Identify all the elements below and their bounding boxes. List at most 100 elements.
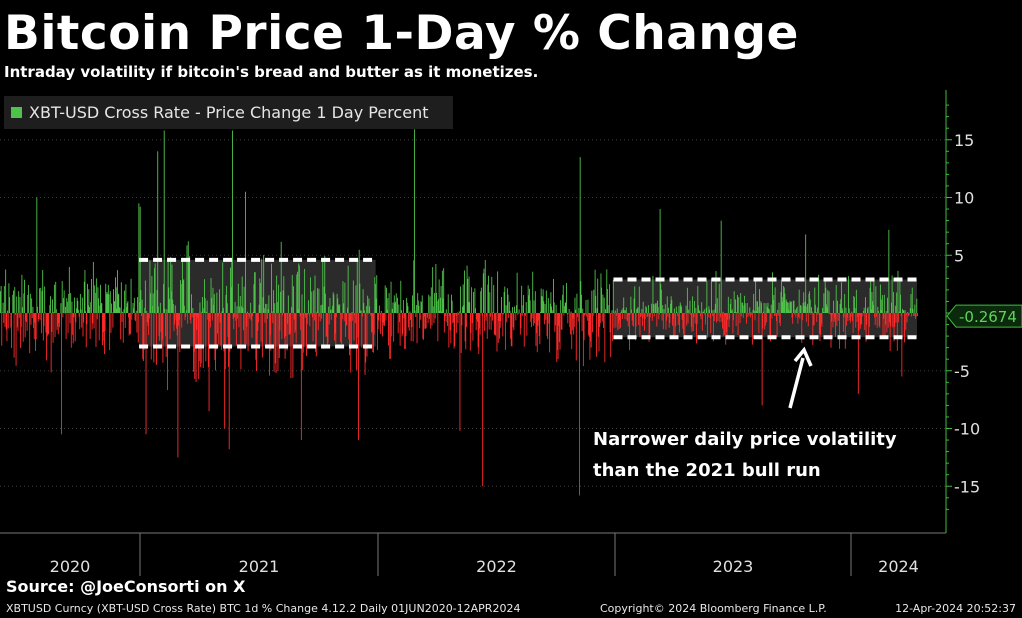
- bar: [308, 313, 310, 315]
- bar: [137, 297, 139, 313]
- bar: [906, 313, 908, 323]
- bar: [441, 270, 443, 313]
- bar: [252, 313, 254, 317]
- bar: [599, 313, 601, 324]
- bar: [35, 313, 37, 340]
- bar: [232, 130, 233, 313]
- bar: [162, 313, 164, 363]
- bar: [332, 292, 334, 313]
- bar: [882, 313, 884, 336]
- bar: [700, 313, 702, 320]
- bar: [113, 289, 114, 313]
- bar: [655, 303, 656, 313]
- bar: [391, 313, 393, 337]
- bar: [271, 311, 273, 313]
- bar: [249, 313, 251, 320]
- bar: [335, 313, 337, 344]
- bar: [516, 305, 517, 313]
- bar: [735, 313, 737, 327]
- bar: [378, 305, 380, 313]
- bar: [584, 313, 586, 315]
- bar: [863, 307, 865, 313]
- bar: [430, 313, 432, 329]
- bar: [59, 313, 61, 328]
- bar: [644, 313, 645, 331]
- bar: [718, 283, 720, 313]
- bar: [180, 280, 181, 313]
- bar: [831, 313, 833, 315]
- bar: [729, 313, 731, 320]
- bar: [280, 241, 282, 313]
- bar: [29, 293, 31, 313]
- bar: [53, 284, 55, 313]
- bar: [24, 313, 26, 338]
- bar: [106, 291, 108, 313]
- bar: [816, 313, 818, 322]
- bar: [31, 298, 33, 313]
- bar: [225, 294, 227, 313]
- bar: [675, 313, 677, 327]
- bar: [119, 307, 121, 313]
- bar: [116, 287, 118, 313]
- bar: [588, 313, 590, 337]
- bar: [770, 304, 772, 313]
- bar: [94, 292, 96, 313]
- bar: [536, 313, 538, 353]
- bar: [15, 313, 17, 366]
- bar: [462, 306, 463, 313]
- current-value-tag: -0.2674: [946, 304, 1022, 328]
- bar: [624, 313, 626, 320]
- bar: [258, 304, 260, 313]
- bar: [775, 313, 777, 316]
- bar: [5, 269, 7, 313]
- bar: [272, 290, 274, 313]
- bar: [109, 313, 111, 351]
- bar: [655, 303, 657, 313]
- bar: [597, 313, 599, 337]
- bar: [231, 257, 233, 313]
- bar: [714, 313, 716, 321]
- bar: [428, 313, 430, 320]
- bar: [575, 309, 577, 313]
- bar: [512, 307, 514, 313]
- bar: [868, 313, 870, 327]
- bar: [72, 313, 74, 344]
- bar: [564, 306, 566, 313]
- bar: [323, 286, 325, 313]
- bar: [399, 313, 401, 346]
- bar: [94, 285, 96, 313]
- bar: [569, 313, 571, 328]
- bar: [207, 313, 209, 320]
- bar: [28, 312, 30, 314]
- bar: [406, 302, 408, 313]
- bar: [99, 305, 101, 313]
- footer-timestamp: 12-Apr-2024 20:52:37: [895, 602, 1016, 615]
- bar: [452, 313, 454, 324]
- bar: [567, 313, 569, 324]
- bar: [879, 313, 881, 328]
- bar: [709, 309, 710, 313]
- bar: [623, 310, 625, 313]
- bar: [662, 313, 664, 330]
- bar: [275, 313, 277, 373]
- bar: [608, 284, 610, 313]
- bar: [167, 313, 168, 391]
- bar: [12, 294, 14, 313]
- bar: [784, 293, 786, 313]
- bar: [892, 291, 894, 313]
- bar: [295, 313, 296, 331]
- bar: [361, 313, 363, 348]
- bar: [757, 301, 759, 313]
- bar: [410, 313, 411, 321]
- bar: [56, 313, 58, 331]
- bar: [548, 313, 550, 324]
- bar: [170, 291, 172, 313]
- bar: [297, 309, 299, 313]
- bar: [668, 313, 670, 328]
- bar: [159, 313, 161, 341]
- bar: [131, 313, 133, 315]
- bar: [688, 309, 690, 313]
- bar: [384, 285, 386, 313]
- bar: [630, 296, 632, 313]
- bar: [719, 313, 721, 323]
